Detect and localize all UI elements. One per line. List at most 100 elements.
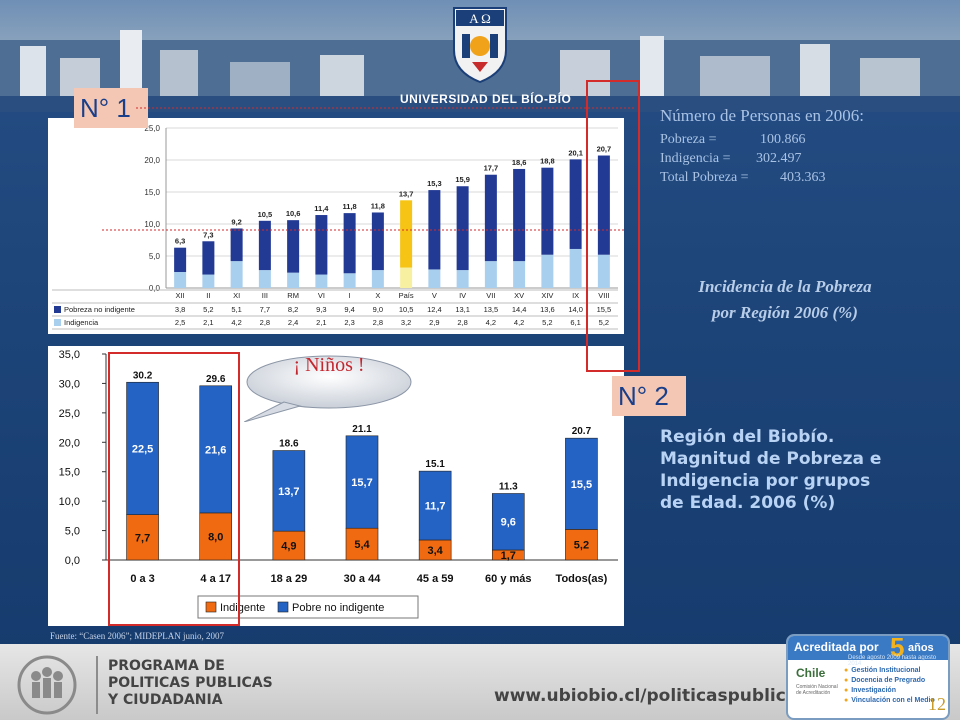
bar-indigencia <box>174 272 187 288</box>
table-cell-indigencia: 2,9 <box>429 318 439 327</box>
bar-indigencia <box>569 248 582 288</box>
data-label-indigente: 4,9 <box>281 541 296 553</box>
university-crest-icon: A Ω <box>453 7 507 84</box>
bar-indigente <box>199 512 233 561</box>
bar-indigencia <box>513 261 526 288</box>
bar-pobreza-no-indigente <box>315 215 328 275</box>
table-cell-pobreza: 12,4 <box>427 305 442 314</box>
x-tick-label: I <box>349 291 351 300</box>
table-cell-pobreza: 7,7 <box>260 305 270 314</box>
bar-pobre-no-indigente <box>345 435 379 529</box>
bar-pobreza-no-indigente <box>456 186 469 271</box>
info-row-total: Total Pobreza = 403.363 <box>660 170 826 185</box>
total-label: 11,8 <box>371 201 385 210</box>
info-row-indigence: Indigencia = 302.497 <box>660 151 802 166</box>
y-tick-label: 15,0 <box>59 467 80 479</box>
y-tick-label: 20,0 <box>144 156 160 165</box>
x-tick-label: V <box>432 291 437 300</box>
data-label-indigente: 8,0 <box>208 531 223 543</box>
bar-indigente <box>272 530 306 561</box>
footer-separator <box>96 656 98 714</box>
table-cell-pobreza: 9,3 <box>316 305 326 314</box>
label-n1: N° 1 <box>74 88 148 128</box>
total-label: 18.6 <box>279 439 299 450</box>
bar-indigente <box>345 527 379 561</box>
x-tick-label: XIV <box>541 291 553 300</box>
accreditation-badge: Acreditada por 5 años Desde agosto 2009 … <box>786 634 950 720</box>
bubble-text: ¡ Niños ! <box>293 354 365 376</box>
y-tick-label: 35,0 <box>59 349 80 361</box>
table-cell-indigencia: 3,2 <box>401 318 411 327</box>
total-label: 13,7 <box>399 189 414 198</box>
bar-pobre-no-indigente <box>199 385 233 514</box>
website-link[interactable]: www.ubiobio.cl/politicaspublicas <box>494 686 808 706</box>
chart-regions-svg: 0,05,010,015,020,025,06,3XII3,82,57,3II5… <box>52 124 624 330</box>
table-cell-pobreza: 5,1 <box>231 305 241 314</box>
total-label: 6,3 <box>175 237 185 246</box>
table-cell-indigencia: 2,5 <box>175 318 185 327</box>
bar-indigencia <box>484 261 497 288</box>
table-cell-pobreza: 15,5 <box>597 305 612 314</box>
legend-swatch-pobre <box>277 601 289 613</box>
total-label: 10,5 <box>258 210 273 219</box>
x-tick-label: 45 a 59 <box>417 573 454 585</box>
persons-title: Número de Personas en 2006: <box>660 106 864 125</box>
bar-pobreza-no-indigente <box>541 167 554 255</box>
data-label-indigente: 5,4 <box>354 539 370 551</box>
table-cell-indigencia: 2,8 <box>457 318 467 327</box>
x-tick-label: II <box>206 291 210 300</box>
table-cell-pobreza: 5,2 <box>203 305 213 314</box>
table-cell-indigencia: 2,3 <box>344 318 354 327</box>
bar-indigencia <box>258 270 271 288</box>
speech-bubble <box>244 355 412 422</box>
y-tick-label: 20,0 <box>59 437 80 449</box>
persons-info: Número de Personas en 2006: Pobreza = 100… <box>660 106 864 187</box>
bar-pobreza-no-indigente <box>484 174 497 262</box>
bar-indigencia <box>456 270 469 288</box>
legend-label-pobreza: Pobreza no indigente <box>64 305 135 314</box>
total-label: 20,7 <box>597 145 612 154</box>
bar-pobreza-no-indigente <box>258 220 271 271</box>
legend-swatch-indigente <box>205 601 217 613</box>
x-tick-label: XI <box>233 291 240 300</box>
table-cell-pobreza: 13,6 <box>540 305 555 314</box>
bar-indigencia <box>541 254 554 288</box>
y-tick-label: 25,0 <box>144 124 160 133</box>
table-cell-indigencia: 2,1 <box>316 318 326 327</box>
x-tick-label: 18 a 29 <box>271 573 308 585</box>
y-tick-label: 5,0 <box>65 526 80 538</box>
data-label-pobre: 21,6 <box>205 444 226 456</box>
total-label: 11,8 <box>343 202 357 211</box>
x-tick-label: III <box>262 291 268 300</box>
x-tick-label: 0 a 3 <box>130 573 154 585</box>
data-label-pobre: 13,7 <box>278 486 299 498</box>
legend-swatch-indigencia <box>54 319 61 326</box>
bar-pobreza-no-indigente <box>202 241 215 275</box>
data-label-pobre: 15,5 <box>571 479 592 491</box>
bar-indigencia <box>315 274 328 288</box>
bar-pobre-no-indigente <box>418 470 452 541</box>
table-cell-pobreza: 10,5 <box>399 305 414 314</box>
bar-pobreza-no-indigente <box>174 247 187 272</box>
legend-label-indigencia: Indigencia <box>64 318 99 327</box>
y-tick-label: 5,0 <box>149 252 161 261</box>
bar-indigencia <box>597 254 610 288</box>
y-tick-label: 15,0 <box>144 188 160 197</box>
total-label: 15,9 <box>455 175 470 184</box>
y-tick-label: 25,0 <box>59 408 80 420</box>
data-label-pobre: 15,7 <box>351 477 372 489</box>
total-label: 15.1 <box>425 459 445 470</box>
total-label: 21.1 <box>352 424 372 435</box>
x-tick-label: IV <box>459 291 466 300</box>
table-cell-pobreza: 13,5 <box>484 305 499 314</box>
label-n2: N° 2 <box>612 376 686 416</box>
table-cell-indigencia: 2,8 <box>373 318 383 327</box>
info-row-poverty: Pobreza = 100.866 <box>660 132 806 147</box>
table-cell-indigencia: 2,8 <box>260 318 270 327</box>
bar-pobre-no-indigente <box>491 493 525 551</box>
source-note: Fuente: “Casen 2006”; MIDEPLAN junio, 20… <box>50 631 224 641</box>
data-label-indigente: 3,4 <box>427 545 443 557</box>
x-tick-label: VI <box>318 291 325 300</box>
table-cell-indigencia: 5,2 <box>542 318 552 327</box>
agency-sub: Comisión Nacional de Acreditación <box>796 684 838 696</box>
